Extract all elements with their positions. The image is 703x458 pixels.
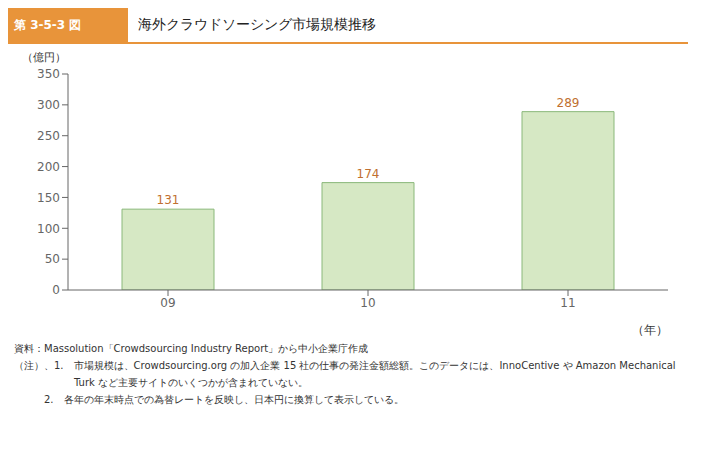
html-text:（年）: （年） [632, 323, 668, 337]
html-text:第 3-5-3 図: 第 3-5-3 図 [14, 17, 82, 32]
svg-text:131: 131 [157, 193, 180, 207]
svg-text:100: 100 [37, 222, 60, 236]
svg-text:09: 09 [160, 296, 175, 310]
html-text:（億円）: （億円） [22, 51, 66, 64]
html-text:2. 各年の年末時点での為替レートを反映し、日本円に換算して: 2. 各年の年末時点での為替レートを反映し、日本円に換算して表示している。 [14, 394, 404, 405]
svg-text:11: 11 [560, 296, 575, 310]
svg-text:300: 300 [37, 98, 60, 112]
svg-text:50: 50 [45, 252, 60, 266]
html-text:海外クラウドソーシング市場規模推移: 海外クラウドソーシング市場規模推移 [138, 16, 376, 32]
html-text:（注）、1. 市場規模は、Crowdsourcing.org: （注）、1. 市場規模は、Crowdsourcing.org の加入企業 15 … [14, 360, 676, 371]
svg-text:0: 0 [52, 283, 60, 297]
svg-text:174: 174 [357, 167, 380, 181]
svg-text:350: 350 [37, 67, 60, 81]
html-text:資料：Massolution「Crowdsourcing I: 資料：Massolution「Crowdsourcing Industry Re… [14, 343, 369, 354]
svg-text:289: 289 [557, 96, 580, 110]
svg-text:150: 150 [37, 191, 60, 205]
svg-text:250: 250 [37, 129, 60, 143]
svg-text:10: 10 [360, 296, 375, 310]
svg-text:200: 200 [37, 160, 60, 174]
html-text:Turk など主要サイトのいくつかが含まれていない。: Turk など主要サイトのいくつかが含まれていない。 [14, 377, 308, 388]
